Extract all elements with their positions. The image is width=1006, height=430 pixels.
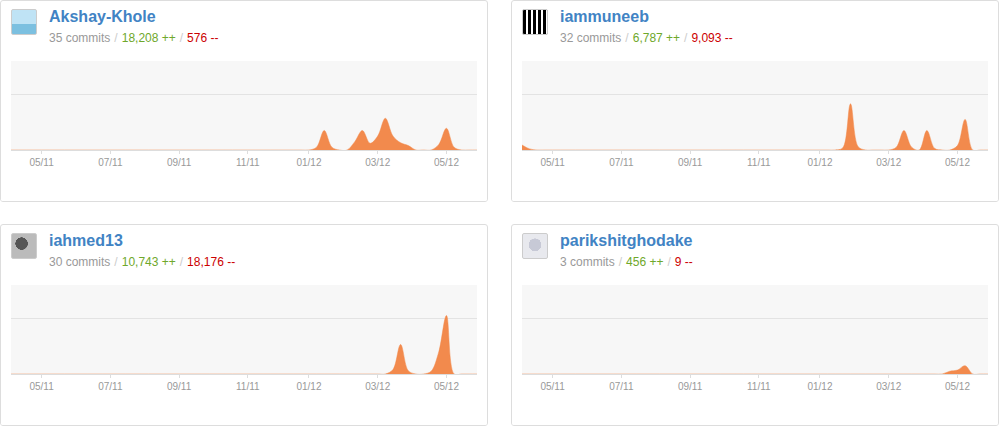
svg-text:11/11: 11/11 bbox=[236, 157, 260, 168]
svg-text:05/12: 05/12 bbox=[945, 381, 970, 392]
html-text:Akshay-Khole: Akshay-Khole bbox=[49, 8, 156, 25]
svg-text:07/11: 07/11 bbox=[98, 381, 123, 392]
svg-text:05/11: 05/11 bbox=[540, 381, 565, 392]
svg-text:05/11: 05/11 bbox=[29, 157, 54, 168]
svg-text:03/12: 03/12 bbox=[365, 381, 390, 392]
svg-text:05/11: 05/11 bbox=[29, 381, 54, 392]
svg-text:09/11: 09/11 bbox=[167, 381, 192, 392]
svg-text:03/12: 03/12 bbox=[876, 157, 901, 168]
svg-text:11/11: 11/11 bbox=[747, 381, 771, 392]
svg-text:05/12: 05/12 bbox=[945, 157, 970, 168]
svg-text:01/12: 01/12 bbox=[807, 157, 832, 168]
svg-text:03/12: 03/12 bbox=[365, 157, 390, 168]
html-text:iahmed13: iahmed13 bbox=[49, 232, 123, 249]
html-text:32 commits / 6,787 ++ / 9,093: 32 commits / 6,787 ++ / 9,093 -- bbox=[560, 31, 733, 45]
svg-text:01/12: 01/12 bbox=[296, 381, 321, 392]
svg-text:09/11: 09/11 bbox=[167, 157, 192, 168]
html-text:3 commits / 456 ++ / 9 --: 3 commits / 456 ++ / 9 -- bbox=[560, 255, 693, 269]
svg-text:07/11: 07/11 bbox=[609, 157, 634, 168]
svg-text:01/12: 01/12 bbox=[807, 381, 832, 392]
svg-text:01/12: 01/12 bbox=[296, 157, 321, 168]
svg-text:09/11: 09/11 bbox=[678, 381, 703, 392]
html-text:parikshitghodake: parikshitghodake bbox=[560, 232, 693, 249]
html-text:35 commits / 18,208 ++ / 576 -: 35 commits / 18,208 ++ / 576 -- bbox=[49, 31, 219, 45]
svg-text:05/12: 05/12 bbox=[434, 381, 459, 392]
html-text:iammuneeb: iammuneeb bbox=[560, 8, 649, 25]
svg-text:07/11: 07/11 bbox=[98, 157, 123, 168]
svg-text:11/11: 11/11 bbox=[236, 381, 260, 392]
svg-text:05/11: 05/11 bbox=[540, 157, 565, 168]
svg-text:03/12: 03/12 bbox=[876, 381, 901, 392]
svg-text:11/11: 11/11 bbox=[747, 157, 771, 168]
svg-text:07/11: 07/11 bbox=[609, 381, 634, 392]
svg-text:09/11: 09/11 bbox=[678, 157, 703, 168]
svg-text:05/12: 05/12 bbox=[434, 157, 459, 168]
html-text:30 commits / 10,743 ++ / 18,17: 30 commits / 10,743 ++ / 18,176 -- bbox=[49, 255, 236, 269]
